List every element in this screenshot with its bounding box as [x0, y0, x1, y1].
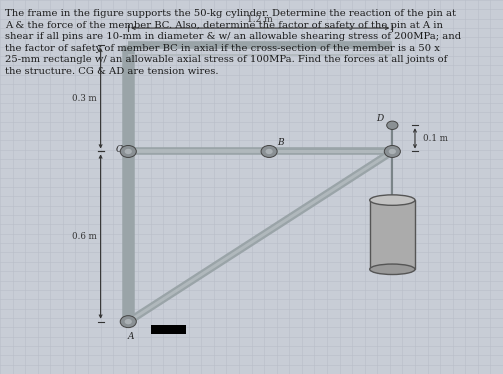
Text: 1.2 m: 1.2 m: [247, 15, 273, 24]
Circle shape: [387, 121, 398, 129]
FancyBboxPatch shape: [151, 325, 186, 334]
Text: 0.1 m: 0.1 m: [423, 134, 447, 143]
Text: A: A: [128, 332, 134, 341]
Circle shape: [120, 145, 136, 157]
Circle shape: [384, 145, 400, 157]
Text: D: D: [376, 114, 383, 123]
Circle shape: [389, 149, 396, 154]
Text: 0.3 m: 0.3 m: [72, 94, 97, 103]
Ellipse shape: [370, 195, 415, 205]
Ellipse shape: [370, 264, 415, 275]
Circle shape: [125, 149, 132, 154]
Circle shape: [125, 319, 132, 324]
Text: 0.6 m: 0.6 m: [72, 232, 97, 241]
Circle shape: [120, 316, 136, 328]
Text: The frame in the figure supports the 50-kg cylinder. Determine the reaction of t: The frame in the figure supports the 50-…: [5, 9, 461, 76]
Circle shape: [261, 145, 277, 157]
Text: B: B: [277, 138, 283, 147]
FancyBboxPatch shape: [370, 200, 415, 269]
Circle shape: [266, 149, 273, 154]
Text: C: C: [115, 145, 122, 154]
